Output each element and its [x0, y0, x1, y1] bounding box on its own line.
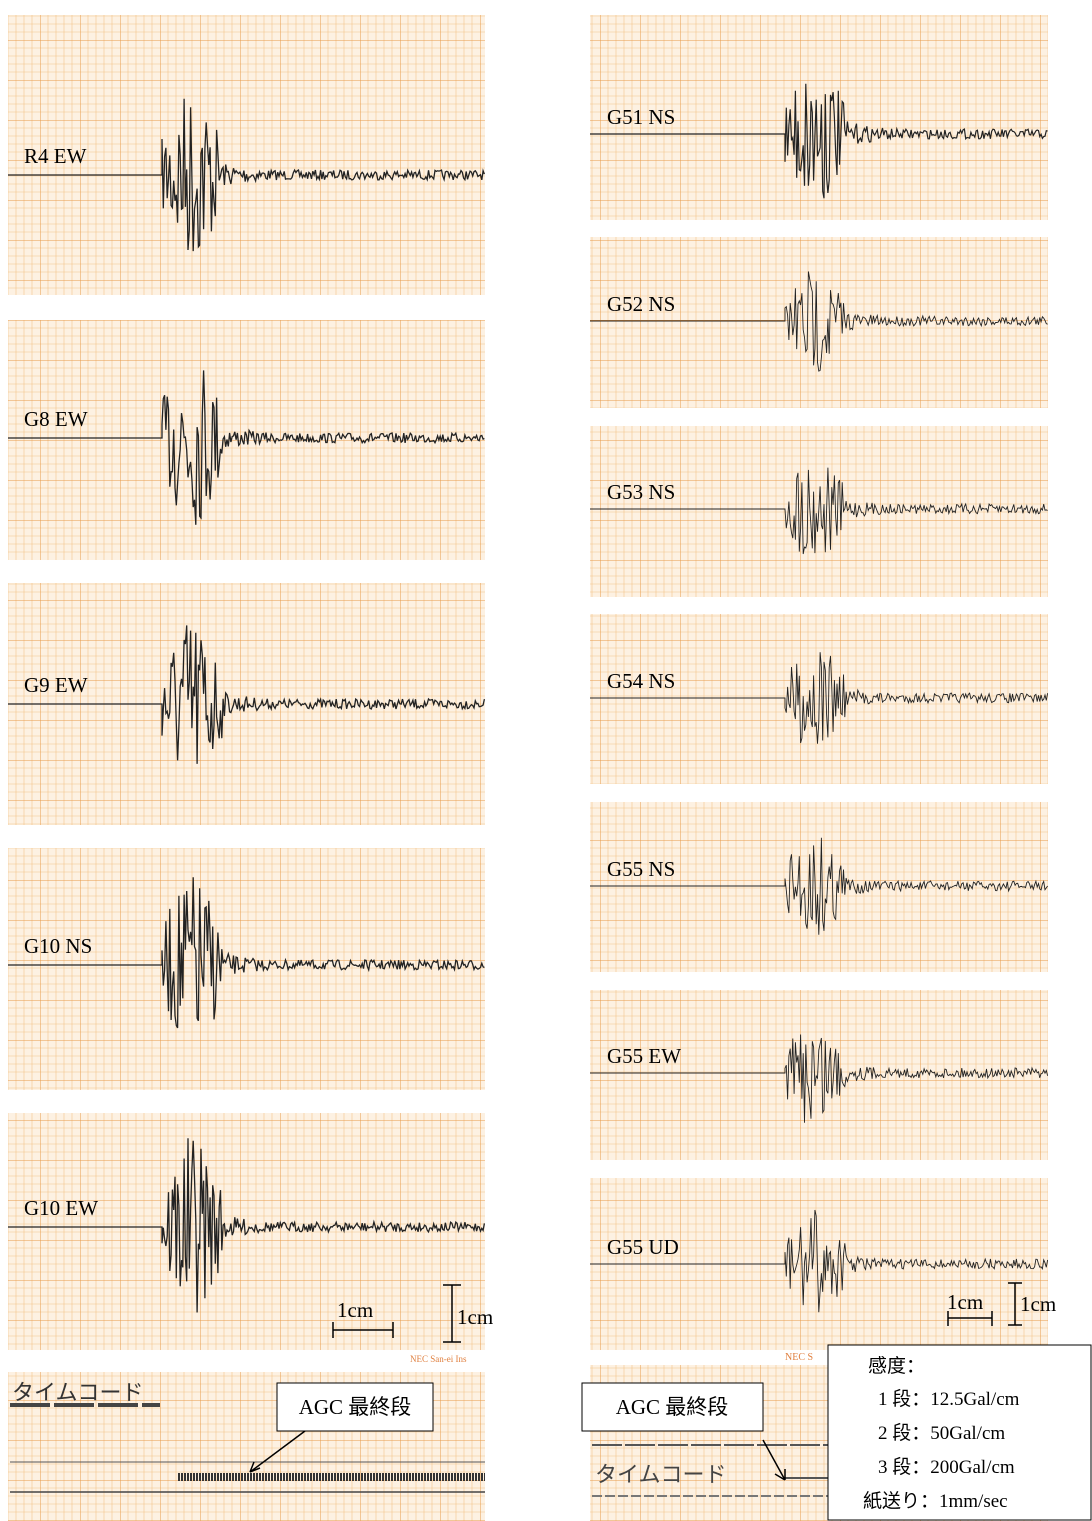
trace-label: G55 EW — [607, 1044, 681, 1068]
sensitivity-line: 1 段：12.5Gal/cm — [878, 1388, 1020, 1410]
grid-paper — [590, 990, 1048, 1160]
sensitivity-title: 感度： — [868, 1355, 925, 1377]
trace-label: G9 EW — [24, 673, 88, 697]
trace-label: G10 NS — [24, 934, 92, 958]
grid-paper — [590, 802, 1048, 972]
trace-label: G54 NS — [607, 669, 675, 693]
sensitivity-line: 2 段：50Gal/cm — [878, 1422, 1005, 1444]
timecode-label: タイムコード — [595, 1462, 727, 1487]
page: R4 EW G8 EW G9 EW G10 NS G10 EW タイムコード NEC San… — [0, 0, 1092, 1521]
seismograph-figure: R4 EW G8 EW G9 EW G10 NS G10 EW タイムコード NEC San… — [0, 0, 1092, 1521]
callout-label: AGC 最終段 — [616, 1395, 729, 1419]
trace-label: G55 UD — [607, 1235, 679, 1259]
trace-label: R4 EW — [24, 144, 87, 168]
trace-label: G55 NS — [607, 857, 675, 881]
scale-label: 1cm — [337, 1298, 373, 1322]
scale-label: 1cm — [947, 1290, 983, 1314]
trace-label: G51 NS — [607, 105, 675, 129]
scale-label: 1cm — [457, 1305, 493, 1329]
trace-label: G8 EW — [24, 407, 88, 431]
timecode-label: タイムコード — [12, 1380, 144, 1405]
grid-paper — [590, 237, 1048, 408]
sensitivity-line: 3 段：200Gal/cm — [878, 1456, 1015, 1478]
trace-label: G52 NS — [607, 292, 675, 316]
grid-paper — [8, 1113, 485, 1350]
scale-label: 1cm — [1020, 1292, 1056, 1316]
sensitivity-line: 紙送り：1mm/sec — [863, 1490, 1008, 1512]
trace-label: G10 EW — [24, 1196, 98, 1220]
maker-label: NEC S — [785, 1352, 813, 1363]
trace-label: G53 NS — [607, 480, 675, 504]
callout-label: AGC 最終段 — [299, 1395, 412, 1419]
maker-label: NEC San-ei Ins — [410, 1354, 467, 1364]
